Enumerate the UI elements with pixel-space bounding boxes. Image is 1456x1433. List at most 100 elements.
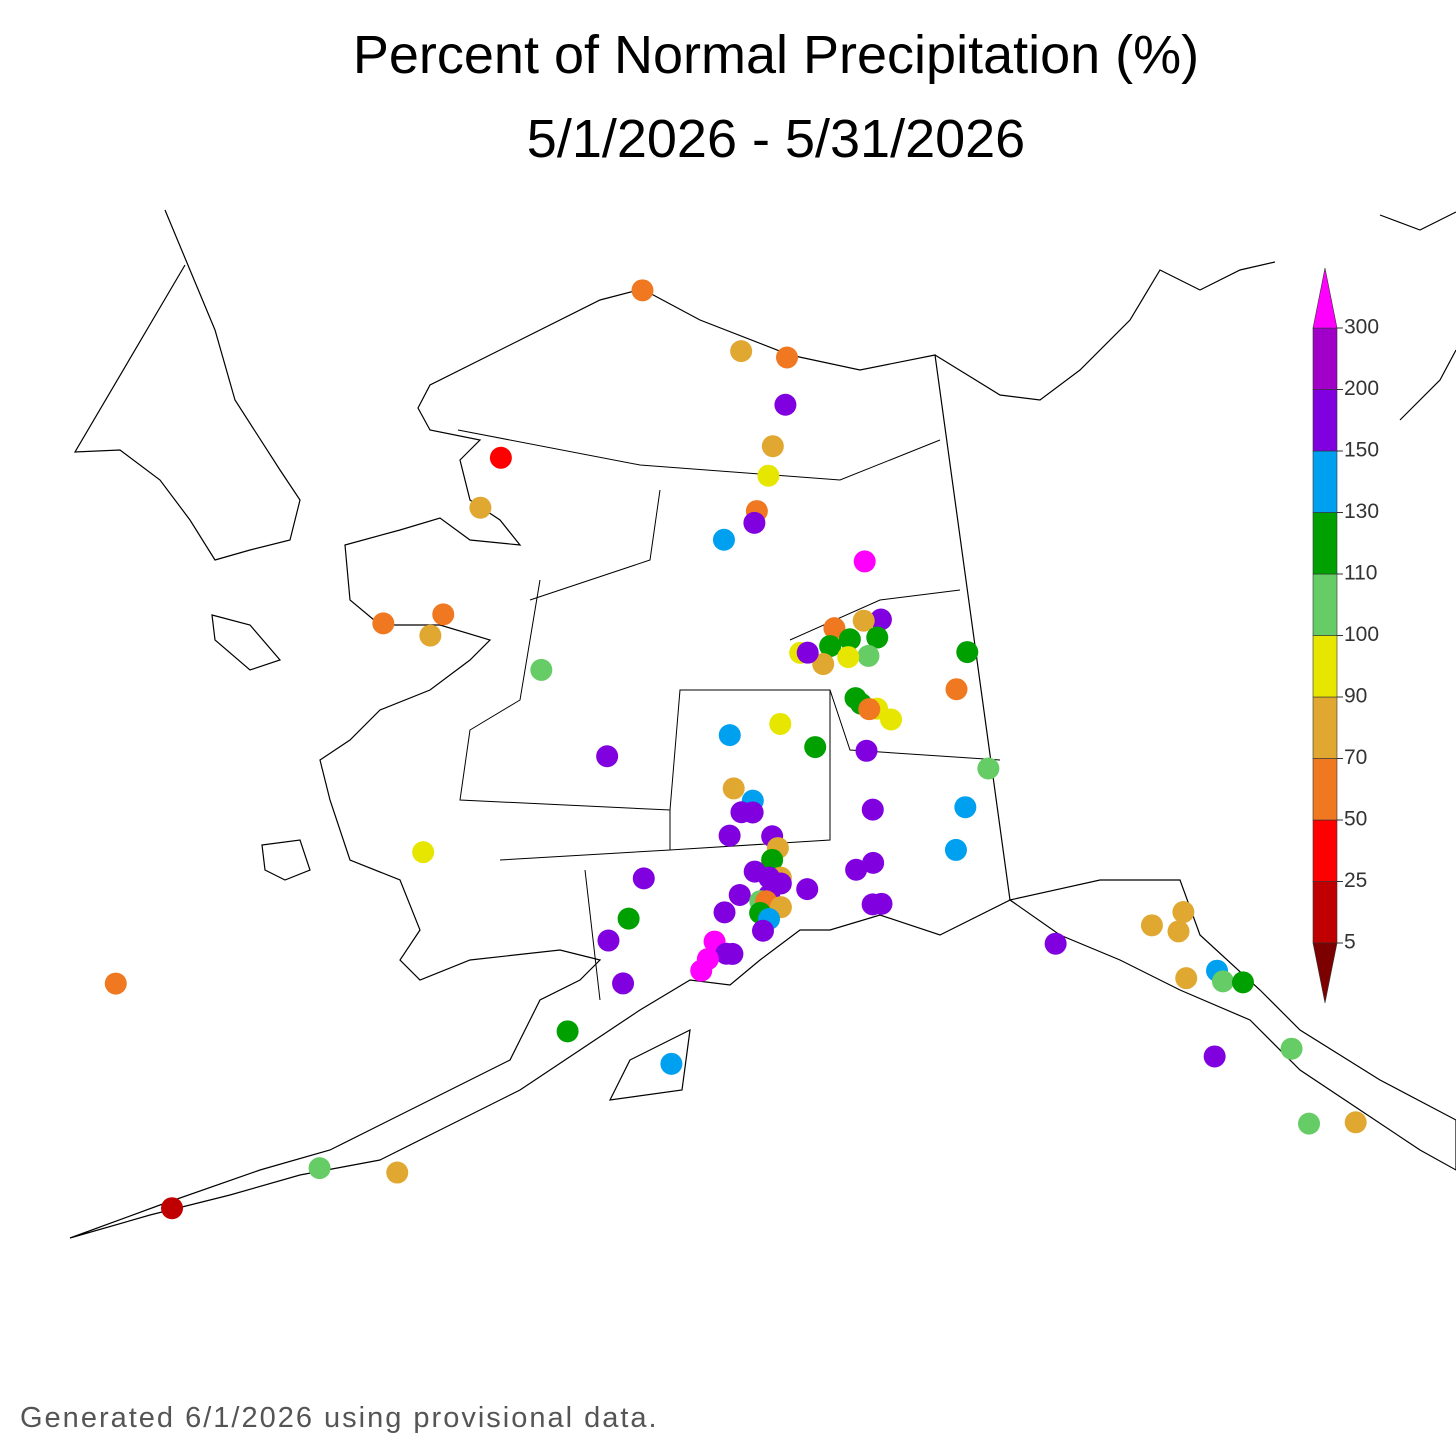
station-dot <box>372 612 395 635</box>
station-dot <box>954 796 977 819</box>
colorbar-top-arrow <box>1312 267 1338 329</box>
basemap <box>69 209 1456 1239</box>
colorbar-segment <box>1312 758 1338 821</box>
colorbar-tick-label: 70 <box>1344 746 1367 769</box>
station-dot <box>852 609 875 632</box>
station-dot <box>743 511 766 534</box>
station-dot <box>796 641 819 664</box>
station-dot <box>1211 970 1234 993</box>
colorbar: 5 25 50 70 90 100 110 130 150 200 300 <box>1312 267 1379 1004</box>
station-dot <box>1298 1112 1321 1135</box>
station-dot <box>712 528 735 551</box>
kodiak-island <box>608 1028 691 1101</box>
colorbar-segment <box>1312 512 1338 575</box>
alaska-mainland <box>69 288 1011 1239</box>
station-dot <box>612 972 635 995</box>
station-dot <box>861 798 884 821</box>
station-dot <box>386 1161 409 1184</box>
station-dot <box>796 878 819 901</box>
station-dot <box>757 464 780 487</box>
station-dot <box>853 550 876 573</box>
colorbar-tick-label: 100 <box>1344 623 1379 646</box>
stations <box>104 279 1367 1220</box>
station-dot <box>1044 932 1067 955</box>
map-title: Percent of Normal Precipitation (%) <box>353 25 1199 85</box>
colorbar-segment <box>1312 819 1338 882</box>
colorbar-tick-label: 90 <box>1344 685 1367 708</box>
station-dot <box>858 698 881 721</box>
station-dot <box>945 678 968 701</box>
station-dot <box>956 641 979 664</box>
colorbar-segment <box>1312 573 1338 636</box>
station-dot <box>1140 914 1163 937</box>
canada-coast <box>934 211 1456 421</box>
colorbar-segment <box>1312 327 1338 390</box>
station-dot <box>869 608 892 631</box>
colorbar-segment <box>1312 450 1338 513</box>
station-dot <box>812 653 835 676</box>
station-dot <box>722 777 745 800</box>
station-dot <box>419 624 442 647</box>
station-dot <box>1172 901 1195 924</box>
station-dot <box>412 841 435 864</box>
station-dot <box>761 435 784 458</box>
station-dot <box>308 1157 331 1180</box>
station-dot <box>880 708 903 731</box>
station-dot <box>730 340 753 363</box>
colorbar-tick-label: 300 <box>1344 316 1379 339</box>
station-dot <box>761 848 784 871</box>
station-dot <box>837 646 860 669</box>
station-dot <box>1232 971 1255 994</box>
station-dot <box>161 1197 184 1220</box>
russia-coast <box>73 209 301 561</box>
station-dot <box>804 736 827 759</box>
station-dot <box>104 972 127 995</box>
alaska-panhandle <box>1008 879 1456 1171</box>
station-dot <box>432 603 455 626</box>
station-dot <box>819 635 842 658</box>
station-dot <box>718 824 741 847</box>
colorbar-tick-label: 130 <box>1344 500 1379 523</box>
station-dot <box>721 942 744 965</box>
station-dot <box>632 867 655 890</box>
station-dot <box>944 838 967 861</box>
colorbar-tick-label: 110 <box>1344 562 1377 585</box>
station-dot <box>838 628 861 651</box>
station-dot <box>631 279 654 302</box>
station-dot <box>1280 1037 1303 1060</box>
region-borders <box>457 429 1001 1001</box>
colorbar-segment <box>1312 389 1338 452</box>
footnote: Generated 6/1/2026 using provisional dat… <box>20 1402 659 1433</box>
colorbar-segment <box>1312 635 1338 698</box>
station-dot <box>866 626 889 649</box>
station-dot <box>556 1020 579 1043</box>
station-dot <box>857 644 880 667</box>
station-dot <box>469 496 492 519</box>
station-dot <box>823 617 846 640</box>
station-dot <box>977 757 1000 780</box>
station-dot <box>862 851 885 874</box>
station-dot <box>597 929 620 952</box>
station-dot <box>1175 967 1198 990</box>
station-dot <box>845 858 868 881</box>
station-dot <box>530 658 553 681</box>
colorbar-bottom-arrow <box>1312 942 1338 1004</box>
colorbar-segment <box>1312 881 1338 944</box>
st-lawrence-island <box>211 614 282 671</box>
colorbar-tick-label: 5 <box>1344 931 1356 954</box>
station-dot <box>1203 1045 1226 1068</box>
station-dot <box>774 393 797 416</box>
map-subtitle: 5/1/2026 - 5/31/2026 <box>527 109 1025 169</box>
colorbar-tick-label: 200 <box>1344 377 1379 400</box>
colorbar-tick-label: 150 <box>1344 439 1379 462</box>
colorbar-tick-label: 50 <box>1344 808 1367 831</box>
station-dot <box>855 739 878 762</box>
colorbar-tick-label: 25 <box>1344 869 1367 892</box>
station-dot <box>741 801 764 824</box>
colorbar-segment <box>1312 696 1338 759</box>
station-dot <box>728 883 751 906</box>
station-dot <box>1344 1111 1367 1134</box>
station-dot <box>489 446 512 469</box>
